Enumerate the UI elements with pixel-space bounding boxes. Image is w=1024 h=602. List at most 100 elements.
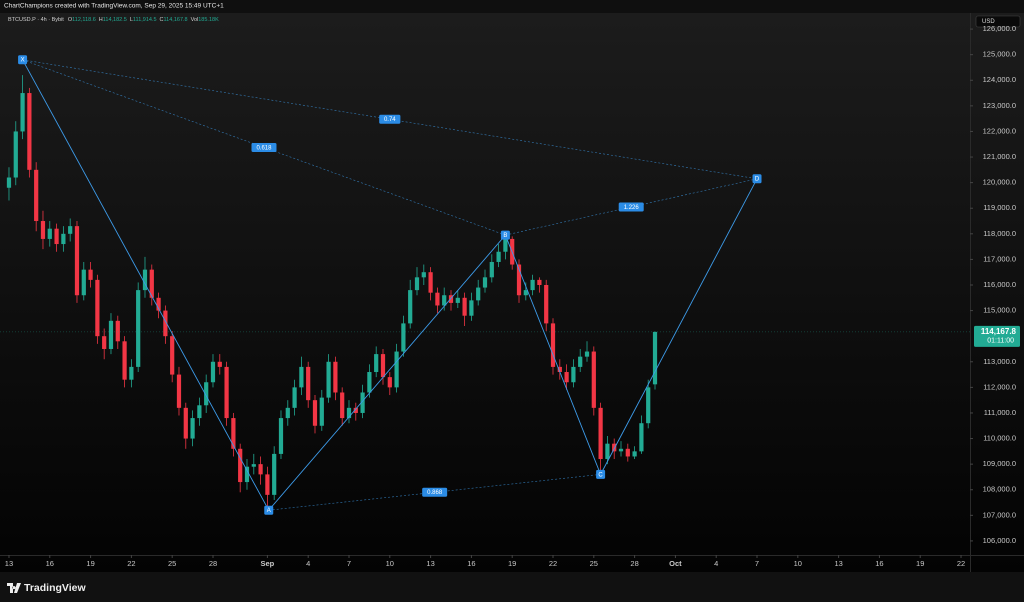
point-box [18,55,28,65]
x-tick-label: Sep [261,559,275,568]
x-tick-label: 16 [875,559,883,568]
x-tick-label: 19 [508,559,516,568]
x-tick-label: 13 [426,559,434,568]
x-tick-label: 22 [127,559,135,568]
x-tick-label: 19 [86,559,94,568]
candle-body [74,226,80,296]
stat-key: H [99,17,103,23]
stat-key: L [130,17,133,23]
symbol-header: BTCUSD.P · 4h · Bybit O112,118.6 H114,182.… [8,17,219,23]
candle-body [537,279,542,285]
stat-value: 112,118.6 [72,17,96,23]
y-tick-label: 119,000.0 [983,203,1016,212]
y-tick-label: 109,000.0 [983,459,1016,468]
stat-key: O [68,17,73,23]
y-tick-label: 116,000.0 [983,280,1016,289]
candle-body [61,233,66,245]
x-tick-label: 16 [46,559,54,568]
y-tick-label: 113,000.0 [983,357,1016,366]
candles [6,75,658,508]
y-tick-label: 126,000.0 [983,24,1016,33]
ratio-box [251,142,277,152]
x-tick-label: 25 [168,559,176,568]
axes: 106,000.0 107,000.0 108,000.0 109,000.0 110,… [0,24,1020,568]
candle-body [210,361,216,383]
ratio-box [422,487,448,497]
candle-body [489,261,494,278]
candle-body [224,366,229,419]
x-tick-label: 22 [549,559,557,568]
ratio-label: 1.226 [624,205,640,211]
attribution: ChartChampions created with TradingView.… [4,3,224,10]
point-label: C [598,472,603,478]
candle-body [170,336,175,375]
point-label: B [503,233,507,239]
candle-body [163,310,168,337]
candle-body [108,320,114,349]
candle-body [482,277,488,288]
candle-body [584,351,590,357]
y-tick-label: 120,000.0 [983,178,1016,187]
stat-value: 114,182.5 [103,17,127,23]
candle-body [408,290,413,324]
candle-body [346,407,352,419]
y-tick-label: 108,000.0 [983,485,1016,494]
candle-body [312,400,318,426]
y-tick-label: 124,000.0 [983,75,1016,84]
candle-body [102,336,107,349]
candle-body [217,361,222,367]
candle-body [299,366,304,388]
candle-body [20,93,25,132]
candle-body [244,466,250,483]
point-box [500,230,510,240]
candle-body [618,448,624,452]
stat-value: 114,167.8 [164,17,188,23]
candle-body [605,443,610,460]
candle-body [306,366,311,401]
candle-body [414,277,420,291]
symbol: BTCUSD.P · 4h · Bybit [8,17,64,23]
y-tick-label: 123,000.0 [983,101,1016,110]
candle-body [496,251,501,262]
y-tick-label: 107,000.0 [983,510,1016,519]
candle-body [285,407,290,419]
y-tick-label: 125,000.0 [983,50,1016,59]
ratio-box [618,202,644,212]
point-box [264,505,274,515]
candle-body [387,377,392,388]
point-box [596,469,606,479]
y-tick-label: 112,000.0 [983,382,1016,391]
candle-body [550,323,556,367]
candle-body [639,423,644,452]
point-label: A [267,508,271,514]
candle-body [156,297,161,311]
x-tick-label: 28 [209,559,217,568]
candle-body [428,272,433,293]
candle-body [122,341,127,380]
y-tick-label: 110,000.0 [983,434,1016,443]
candle-body [326,361,331,398]
candle-body [435,292,440,306]
candle-body [319,397,324,426]
brand: TradingView [7,582,86,594]
candle-body [557,366,562,373]
ratio-label: 0.618 [256,145,272,151]
stat-value: 185.18K [198,17,219,23]
candle-body [523,290,528,296]
x-tick-label: 7 [755,559,759,568]
ratio-label: 0.868 [427,490,443,496]
candle-body [367,372,372,393]
candle-body [469,300,474,316]
candle-body [142,269,148,291]
candle-body [183,407,188,439]
brand-name: TradingView [24,582,86,594]
currency-box [975,15,1021,28]
candle-body [149,269,154,298]
candle-body [68,226,73,234]
candle-body [95,279,100,337]
candle-body [27,93,32,170]
candle-body [476,287,481,301]
candle-body [625,448,630,457]
candle-body [333,361,338,393]
